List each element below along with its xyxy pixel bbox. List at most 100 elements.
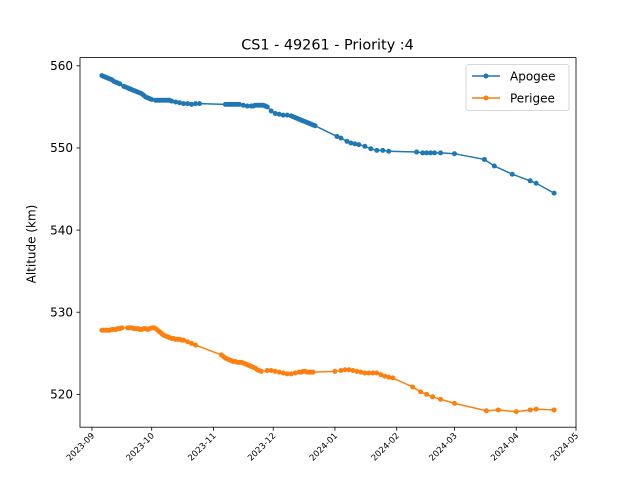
data-point: [284, 371, 290, 377]
legend-label: Perigee: [510, 91, 555, 105]
axes-frame: [79, 57, 577, 428]
data-point: [418, 389, 424, 395]
data-point: [193, 101, 199, 107]
data-point: [386, 374, 392, 380]
data-point: [258, 368, 264, 374]
y-tick-label: 540: [50, 223, 73, 237]
data-point: [368, 146, 374, 152]
data-point: [338, 135, 344, 141]
data-point: [264, 368, 270, 374]
data-point: [169, 98, 175, 104]
x-tick-label: 2024-04: [489, 431, 521, 463]
data-point: [338, 368, 344, 374]
data-point: [370, 370, 376, 376]
data-point: [276, 369, 282, 375]
x-tick-label: 2024-05: [549, 431, 581, 463]
data-point: [268, 108, 274, 114]
data-point: [177, 100, 183, 106]
x-tick-label: 2024-02: [370, 431, 402, 463]
data-point: [509, 171, 515, 177]
data-point: [483, 408, 489, 414]
data-point: [390, 375, 396, 381]
data-point: [149, 96, 155, 102]
data-point: [362, 143, 368, 149]
x-tick-label: 2023-10: [125, 431, 157, 463]
data-point: [491, 163, 497, 169]
chart-title: CS1 - 49261 - Priority :4: [241, 38, 414, 54]
data-point: [551, 190, 557, 196]
y-axis-label: Altitude (km): [25, 205, 39, 284]
data-point: [495, 407, 501, 413]
x-tick-label: 2023-12: [246, 431, 278, 463]
data-point: [117, 81, 123, 87]
x-tick-label: 2024-03: [427, 431, 459, 463]
series-apogee: [99, 73, 557, 196]
data-point: [358, 369, 364, 375]
y-tick-label: 550: [50, 141, 73, 155]
data-point: [193, 342, 199, 348]
data-point: [424, 150, 430, 156]
y-tick-label: 560: [50, 59, 73, 73]
legend: Apogee Perigee: [465, 64, 570, 111]
data-point: [185, 101, 191, 107]
data-point: [354, 368, 360, 374]
data-point: [181, 101, 187, 107]
y-tick-label: 520: [50, 388, 73, 402]
data-point: [428, 150, 434, 156]
data-point: [380, 147, 386, 153]
legend-label: Apogee: [510, 69, 556, 83]
data-point: [513, 409, 519, 415]
data-point: [334, 133, 340, 139]
data-point: [481, 156, 487, 162]
data-point: [276, 111, 282, 117]
data-point: [438, 396, 444, 402]
data-point: [236, 101, 242, 107]
data-point: [197, 101, 203, 107]
data-point: [346, 367, 352, 373]
data-point: [410, 384, 416, 390]
data-point: [438, 150, 444, 156]
data-point: [386, 148, 392, 154]
data-point: [451, 400, 457, 406]
data-point: [240, 102, 246, 108]
y-tick-label: 530: [50, 306, 73, 320]
data-point: [292, 370, 298, 376]
data-point: [181, 337, 187, 343]
data-point: [366, 370, 372, 376]
data-point: [348, 140, 354, 146]
x-axis-ticks: 2023-09 2023-10 2023-11 2023-12 2024-01 2024-…: [65, 427, 581, 463]
data-point: [430, 394, 436, 400]
data-point: [310, 369, 316, 375]
data-point: [272, 368, 278, 374]
data-point: [280, 370, 286, 376]
series-layer: [99, 73, 557, 415]
data-point: [374, 147, 380, 153]
data-point: [527, 407, 533, 413]
data-point: [189, 101, 195, 107]
data-point: [382, 373, 388, 379]
data-point: [264, 104, 270, 110]
data-point: [119, 325, 125, 331]
legend-swatch-marker: [483, 73, 489, 79]
data-point: [374, 370, 380, 376]
data-point: [414, 149, 420, 155]
data-point: [378, 372, 384, 378]
data-point: [344, 138, 350, 144]
data-point: [527, 178, 533, 184]
data-point: [272, 110, 278, 116]
data-point: [451, 151, 457, 157]
data-point: [189, 340, 195, 346]
data-point: [432, 150, 438, 156]
data-point: [352, 141, 358, 147]
data-point: [312, 123, 318, 129]
y-axis-ticks: 520 530 540 550 560: [50, 59, 80, 402]
data-point: [551, 407, 557, 413]
data-point: [284, 112, 290, 118]
series-line-perigee: [101, 327, 555, 413]
series-perigee: [99, 325, 557, 415]
data-point: [533, 180, 539, 186]
data-point: [268, 368, 274, 374]
data-point: [280, 112, 286, 118]
data-point: [356, 142, 362, 148]
